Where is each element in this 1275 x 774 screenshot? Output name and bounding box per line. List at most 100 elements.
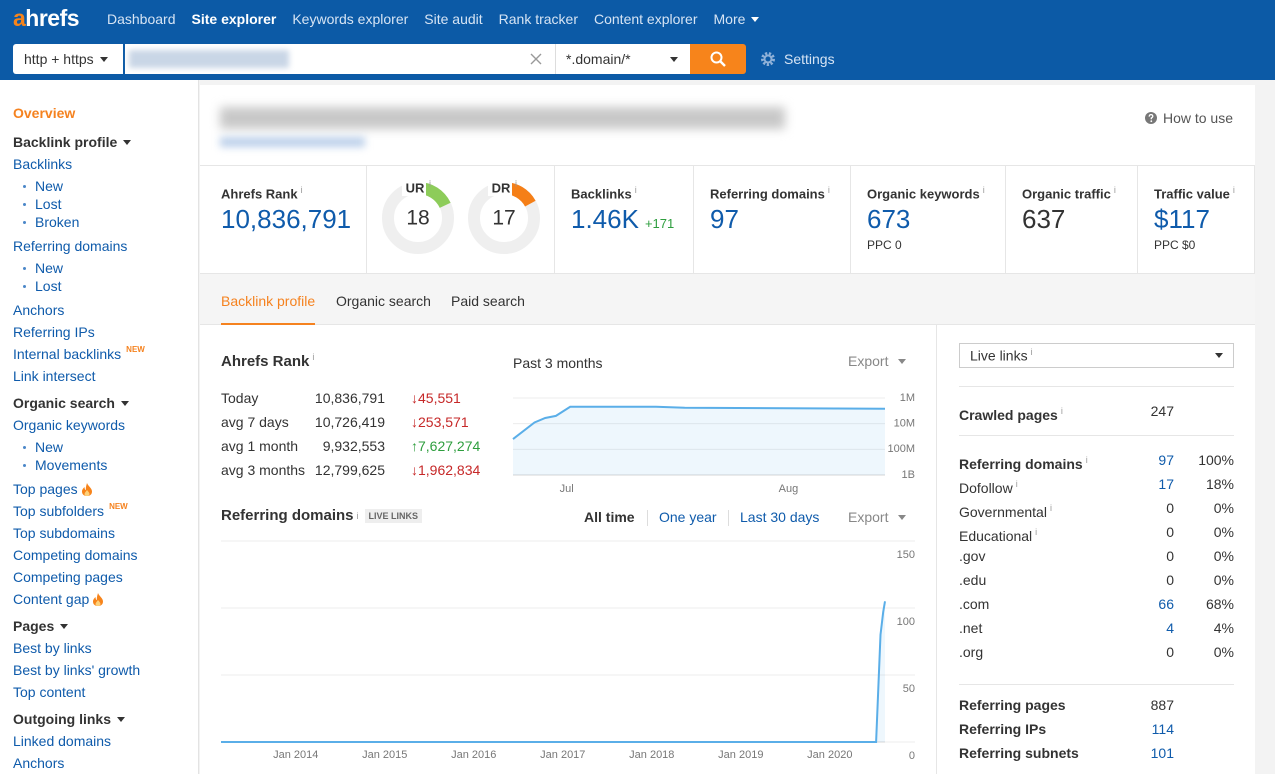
stats-row: .edu 0 0% xyxy=(959,568,1234,592)
tab[interactable]: Backlink profile xyxy=(221,274,316,325)
metric-value-text: 97 xyxy=(710,204,739,234)
links-select[interactable]: Live links i xyxy=(959,343,1234,368)
sidebar-sublink[interactable]: Movements xyxy=(13,456,198,474)
rank-label: avg 3 months xyxy=(221,462,306,478)
sidebar-section-title[interactable]: Backlink profile xyxy=(13,131,198,153)
sidebar-link[interactable]: Top subfolders NEW xyxy=(13,500,198,522)
sidebar-link-text: Competing pages xyxy=(13,569,123,585)
info-icon: i xyxy=(1035,527,1038,537)
sidebar-link[interactable]: Internal backlinks NEW xyxy=(13,343,198,365)
metric-cell: Traffic value i $117 PPC $0 xyxy=(1138,165,1255,273)
rank-change: ↓253,571 xyxy=(411,414,469,430)
sidebar-link-text: Referring IPs xyxy=(13,324,95,340)
stats-value[interactable]: 17 xyxy=(1158,476,1174,492)
export-button[interactable]: Export xyxy=(848,353,907,369)
logo[interactable]: ahrefs xyxy=(13,5,80,31)
nav-item[interactable]: Site audit xyxy=(424,11,482,27)
help-icon xyxy=(1144,112,1157,124)
sidebar-link[interactable]: Link intersect xyxy=(13,365,198,387)
stats-value: 0 xyxy=(1166,644,1174,660)
sidebar-sublink[interactable]: Lost xyxy=(13,277,198,295)
caret xyxy=(60,623,69,629)
period-option[interactable]: All time xyxy=(584,509,635,525)
sidebar-sublink[interactable]: New xyxy=(13,177,198,195)
sidebar-link[interactable]: Linked domains xyxy=(13,730,198,752)
sublink-text: Lost xyxy=(35,196,62,212)
sidebar-link[interactable]: Content gap xyxy=(13,588,198,610)
stats-row: Referring pages 887 xyxy=(959,693,1234,717)
tab[interactable]: Organic search xyxy=(336,293,431,309)
sidebar-link[interactable]: Backlinks xyxy=(13,153,198,175)
sidebar-overview[interactable]: Overview xyxy=(13,105,76,121)
sidebar-link[interactable]: Referring IPs xyxy=(13,321,198,343)
stats-list: Crawled pages i 247 Referring domains i 97 100… xyxy=(959,386,1234,774)
info-icon: i xyxy=(1049,503,1052,513)
stats-label-text: .org xyxy=(959,644,984,660)
clear-icon[interactable] xyxy=(530,53,542,65)
period-option[interactable]: One year xyxy=(659,509,717,525)
sidebar-link[interactable]: Anchors xyxy=(13,299,198,321)
stats-value[interactable]: 66 xyxy=(1158,596,1174,612)
url-input[interactable] xyxy=(125,44,555,74)
sidebar-link[interactable]: Organic keywords xyxy=(13,414,198,436)
period-option[interactable]: Last 30 days xyxy=(740,509,820,525)
stats-value: 887 xyxy=(1150,697,1174,713)
sidebar-sublink[interactable]: New xyxy=(13,259,198,277)
nav-item[interactable]: Dashboard xyxy=(107,11,176,27)
stats-pct: 0% xyxy=(1213,644,1234,660)
stats-row: Crawled pages i 247 xyxy=(959,399,1234,423)
sidebar-link[interactable]: Anchors xyxy=(13,752,198,774)
nav-item[interactable]: Site explorer xyxy=(192,11,277,27)
flame-core xyxy=(95,599,101,606)
sidebar-link[interactable]: Top pages xyxy=(13,478,198,500)
metric-value[interactable]: $117 xyxy=(1154,204,1210,234)
search-button[interactable] xyxy=(690,44,746,74)
nav-item[interactable]: More xyxy=(714,11,760,27)
sidebar-section-title[interactable]: Organic search xyxy=(13,392,198,414)
caret xyxy=(120,400,129,406)
sidebar-sublink[interactable]: Broken xyxy=(13,213,198,231)
metric-value[interactable]: 673 xyxy=(867,204,910,234)
sublink-text: New xyxy=(35,439,64,455)
sidebar-link[interactable]: Best by links' growth xyxy=(13,659,198,681)
stats-value[interactable]: 4 xyxy=(1166,620,1174,636)
sidebar-link[interactable]: Competing pages xyxy=(13,566,198,588)
blurred-title xyxy=(220,107,785,129)
sidebar-link[interactable]: Top content xyxy=(13,681,198,703)
nav-item[interactable]: Content explorer xyxy=(594,11,698,27)
metric-value[interactable]: 97 xyxy=(710,204,739,234)
stats-value[interactable]: 97 xyxy=(1158,452,1174,468)
sidebar-link[interactable]: Competing domains xyxy=(13,544,198,566)
how-to-use[interactable]: How to use xyxy=(1144,110,1233,126)
sidebar-sublink[interactable]: New xyxy=(13,438,198,456)
stats-value[interactable]: 114 xyxy=(1151,721,1174,737)
stats-label-text: Dofollow xyxy=(959,479,1013,496)
stats-label: Governmental i xyxy=(959,503,1052,520)
nav-item[interactable]: Rank tracker xyxy=(499,11,578,27)
sidebar-link[interactable]: Top subdomains xyxy=(13,522,198,544)
sidebar-link[interactable]: Referring domains xyxy=(13,235,198,257)
stats-label-text: Referring domains xyxy=(959,455,1083,472)
nav-item[interactable]: Keywords explorer xyxy=(292,11,408,27)
section-title-text: Pages xyxy=(13,618,55,634)
stats-pct: 4% xyxy=(1213,620,1234,636)
tab[interactable]: Paid search xyxy=(451,293,525,309)
stats-value[interactable]: 101 xyxy=(1150,745,1174,761)
metric-value[interactable]: 1.46K +171 xyxy=(571,204,674,239)
metric-sub: PPC 0 xyxy=(867,238,902,252)
metric-value[interactable]: 10,836,791 xyxy=(221,204,351,234)
sidebar-sublink[interactable]: Lost xyxy=(13,195,198,213)
sidebar-link-text: Content gap xyxy=(13,591,90,607)
stats-row: Referring subnets 101 xyxy=(959,741,1234,765)
export-button[interactable]: Export xyxy=(848,509,907,525)
settings[interactable]: Settings xyxy=(760,51,835,67)
protocol-select[interactable]: http + https xyxy=(13,44,123,74)
stats-label: Referring pages xyxy=(959,697,1066,713)
sidebar-link[interactable]: Best by links xyxy=(13,637,198,659)
caret xyxy=(898,358,907,364)
top-bar: ahrefs Dashboard Site explorer Keywords ex… xyxy=(0,0,1275,80)
sidebar-link-text: Organic keywords xyxy=(13,417,126,433)
mode-select[interactable]: *.domain/* xyxy=(555,44,690,74)
sidebar-section-title[interactable]: Pages xyxy=(13,615,198,637)
sidebar-section-title[interactable]: Outgoing links xyxy=(13,708,198,730)
